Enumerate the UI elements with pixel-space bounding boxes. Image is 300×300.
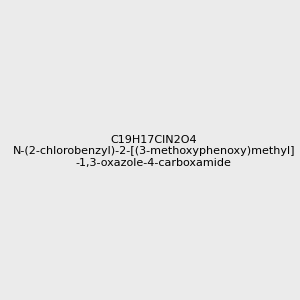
Text: C19H17ClN2O4
N-(2-chlorobenzyl)-2-[(3-methoxyphenoxy)methyl]
-1,3-oxazole-4-carb: C19H17ClN2O4 N-(2-chlorobenzyl)-2-[(3-me… [13,135,295,168]
